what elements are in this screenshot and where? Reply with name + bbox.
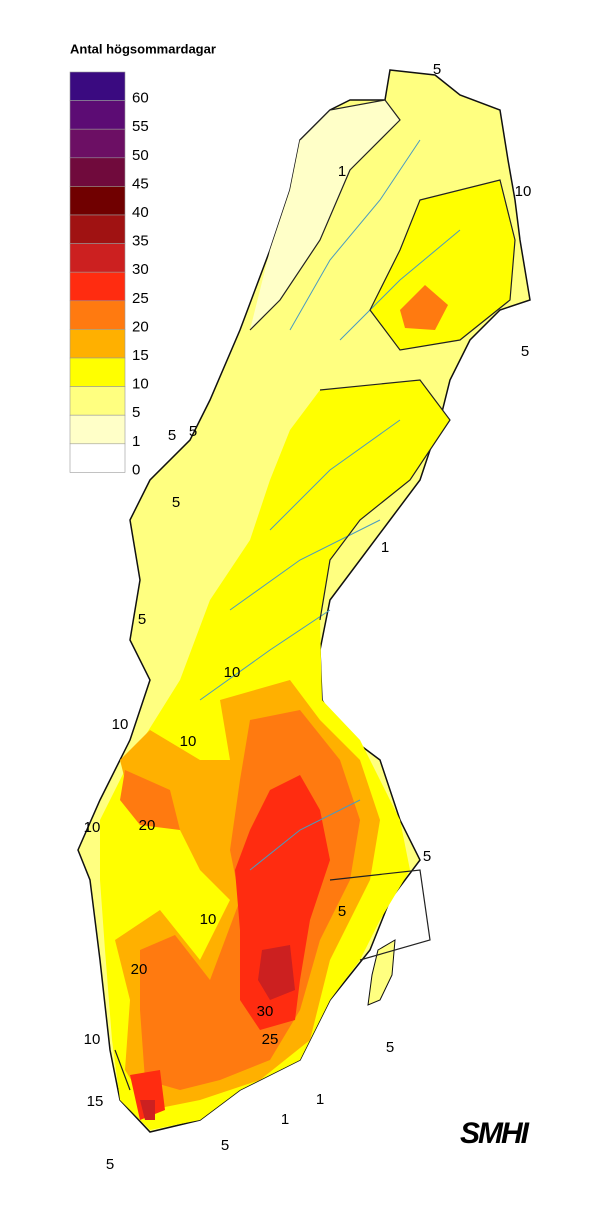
contour-label: 5 — [172, 494, 180, 511]
legend-label: 30 — [132, 261, 149, 278]
legend-swatch — [69, 100, 126, 130]
contour-label: 5 — [189, 423, 197, 440]
contour-label: 1 — [281, 1111, 289, 1128]
legend-swatch — [69, 243, 126, 273]
contour-label: 10 — [515, 183, 532, 200]
contour-label: 5 — [168, 427, 176, 444]
contour-label: 5 — [106, 1156, 114, 1173]
zone-20 — [400, 285, 448, 330]
legend-swatch — [69, 157, 126, 187]
legend-swatch — [69, 128, 126, 159]
contour-label: 10 — [224, 664, 241, 681]
contour-label: 5 — [521, 343, 529, 360]
zone-25 — [130, 775, 330, 1120]
contour-label: 10 — [180, 733, 197, 750]
legend-label: 15 — [132, 347, 149, 364]
logo: SMHI — [460, 1117, 530, 1150]
contour-label: 5 — [433, 61, 441, 78]
contour-label: 5 — [221, 1137, 229, 1154]
contour-label: 10 — [200, 911, 217, 928]
legend-label: 20 — [132, 318, 149, 335]
legend-label: 35 — [132, 233, 149, 250]
legend-swatch — [69, 443, 126, 473]
legend-label: 5 — [132, 404, 140, 421]
contour-label: 10 — [112, 716, 129, 733]
contour-label: 20 — [131, 961, 148, 978]
contour — [114, 99, 516, 1091]
legend-swatch — [69, 271, 126, 302]
legend-swatch — [69, 71, 126, 101]
contour-label: 25 — [262, 1031, 279, 1048]
contour-label: 1 — [381, 539, 389, 556]
legend-label: 1 — [132, 433, 140, 450]
legend-swatch — [69, 414, 126, 445]
contour-label: 5 — [386, 1039, 394, 1056]
legend-swatch — [69, 386, 126, 416]
legend-label: 10 — [132, 376, 149, 393]
legend-swatch — [69, 300, 126, 330]
contour-label: 20 — [139, 817, 156, 834]
contour-label: 15 — [87, 1093, 104, 1110]
contour-label: 5 — [338, 903, 346, 920]
legend-swatch — [69, 329, 126, 359]
legend-label: 50 — [132, 147, 149, 164]
legend-label: 25 — [132, 290, 149, 307]
legend-label: 45 — [132, 175, 149, 192]
legend-label: 40 — [132, 204, 149, 221]
legend-swatch — [69, 186, 126, 216]
legend-label: 0 — [132, 461, 140, 478]
contour-label: 5 — [138, 611, 146, 628]
contour-label: 30 — [257, 1003, 274, 1020]
contour-label: 10 — [84, 1031, 101, 1048]
contour-label: 10 — [84, 819, 101, 836]
contour-label: 5 — [423, 848, 431, 865]
gotland — [367, 939, 396, 1006]
legend-label: 55 — [132, 118, 149, 135]
legend-swatch — [69, 214, 126, 244]
contour-label: 1 — [316, 1091, 324, 1108]
legend-label: 60 — [132, 90, 149, 107]
zone-30 — [140, 945, 295, 1120]
river — [199, 139, 461, 871]
map-body — [77, 69, 531, 1133]
contour-label: 1 — [338, 163, 346, 180]
legend-swatch — [69, 357, 126, 387]
legend-title: Antal högsommardagar — [70, 41, 216, 56]
